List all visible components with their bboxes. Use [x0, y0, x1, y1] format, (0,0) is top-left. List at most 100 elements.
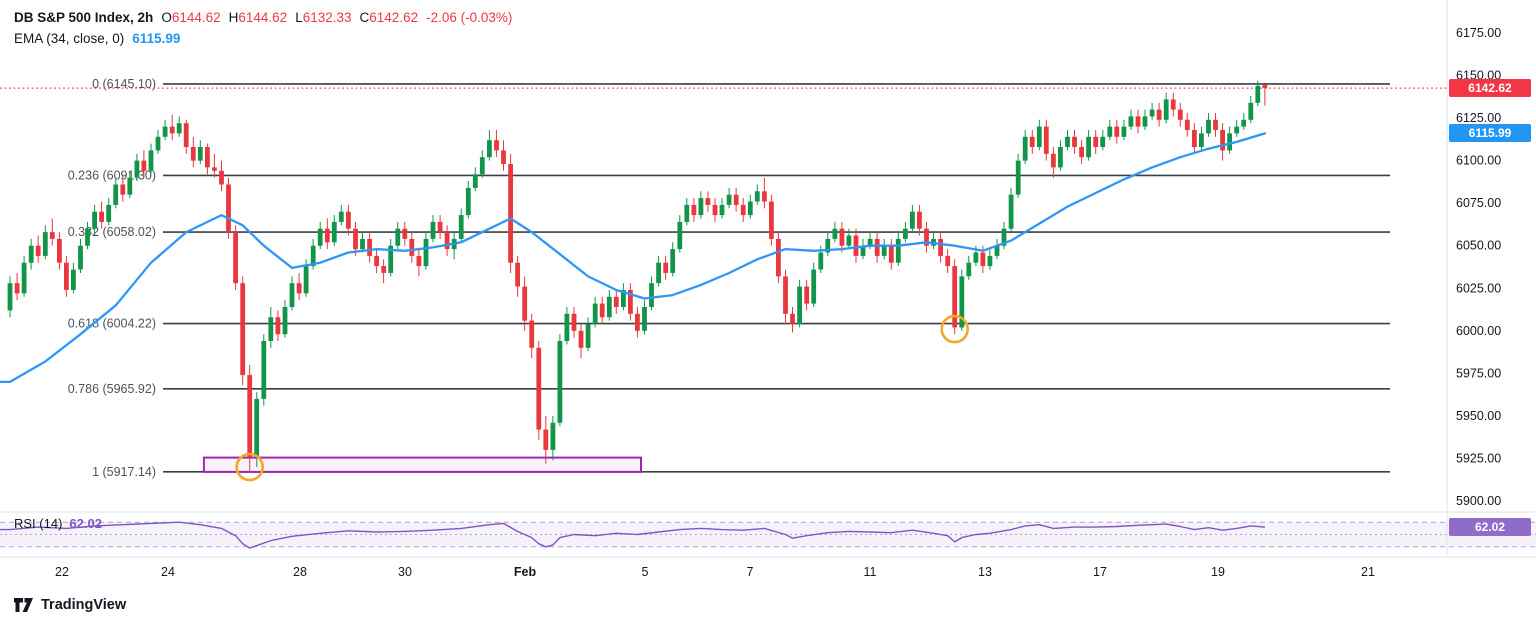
support-zone-box [202, 456, 642, 473]
candle [57, 238, 62, 263]
candle [261, 341, 267, 399]
candle [1128, 116, 1134, 127]
candle [197, 147, 203, 161]
price-axis-label: 6050.00 [1456, 239, 1501, 253]
candle [797, 286, 802, 324]
candle [42, 232, 48, 256]
time-axis-label: 19 [1211, 565, 1225, 579]
legend[interactable]: DB S&P 500 Index, 2h O6144.62 H6144.62 L… [14, 7, 512, 49]
ema-indicator-row[interactable]: EMA (34, close, 0) 6115.99 [14, 28, 512, 49]
candle [430, 221, 436, 239]
candle [120, 184, 126, 195]
candle [649, 283, 654, 307]
candle [99, 211, 104, 222]
candle [240, 283, 246, 376]
candle [1262, 84, 1268, 89]
candle [71, 269, 76, 290]
candle [1220, 130, 1225, 151]
rsi-badge[interactable]: 62.02 [1449, 518, 1531, 537]
candle [860, 245, 866, 256]
time-axis-label: Feb [514, 565, 537, 579]
candle [1213, 119, 1218, 130]
candle [853, 235, 859, 256]
time-axis-label: 13 [978, 565, 992, 579]
candle [1107, 126, 1113, 137]
candle [832, 228, 838, 239]
candle [423, 238, 429, 267]
candle [212, 167, 217, 171]
candle [35, 245, 41, 256]
candle [155, 136, 161, 151]
candle [367, 238, 372, 256]
candle [508, 164, 513, 263]
candle [783, 276, 788, 314]
candle [628, 290, 633, 314]
candle [917, 211, 922, 229]
price-axis-label: 6075.00 [1456, 196, 1501, 210]
highlight-circle [235, 452, 264, 482]
candle [790, 313, 795, 324]
candle [296, 283, 302, 294]
candle [881, 245, 887, 256]
candle [536, 347, 542, 430]
symbol-title[interactable]: DB S&P 500 Index, 2h [14, 10, 154, 25]
candle [698, 198, 704, 216]
tradingview-logo-icon[interactable] [13, 597, 35, 613]
fib-label: 0.618 (6004.22) [68, 317, 156, 331]
candle [550, 422, 556, 450]
candle [592, 303, 598, 324]
candle [487, 140, 492, 158]
candle [374, 255, 379, 267]
candle [888, 245, 894, 263]
price-axis-label: 5975.00 [1456, 366, 1501, 380]
candle [219, 170, 224, 185]
candle [226, 184, 231, 233]
price-axis-label: 6025.00 [1456, 281, 1501, 295]
fib-label: 0.786 (5965.92) [68, 382, 156, 396]
rsi-indicator-row[interactable]: RSI (14) 62.02 [14, 516, 102, 531]
candle [733, 194, 739, 205]
candle [254, 398, 260, 457]
candle [1093, 136, 1099, 147]
candle [388, 245, 394, 273]
candle [613, 296, 619, 307]
candle [1149, 109, 1155, 117]
candle [49, 232, 55, 239]
time-axis-label: 21 [1361, 565, 1375, 579]
rsi-indicator-label: RSI (14) [14, 516, 63, 531]
time-axis-label: 17 [1093, 565, 1107, 579]
candle [656, 262, 661, 284]
candle [331, 221, 337, 243]
candle [275, 317, 281, 335]
candle [762, 191, 767, 202]
candle [564, 313, 570, 341]
ema-line [0, 132, 1267, 384]
candle [1065, 136, 1070, 147]
candle [910, 211, 915, 229]
candle [317, 228, 323, 246]
candle [599, 303, 605, 318]
candle [677, 221, 683, 250]
candle [437, 221, 443, 233]
price-axis-label: 5900.00 [1456, 494, 1501, 508]
candle [183, 123, 189, 147]
candle [303, 266, 309, 294]
candle [346, 211, 351, 229]
candle [973, 252, 979, 263]
time-axis-label: 5 [642, 565, 649, 579]
candle [381, 266, 387, 273]
ema-badge[interactable]: 6115.99 [1449, 124, 1531, 143]
brand-name[interactable]: TradingView [41, 597, 127, 613]
candle [416, 255, 422, 267]
candle [945, 255, 951, 267]
fib-label: 0.236 (6091.30) [68, 168, 156, 182]
candle [987, 255, 993, 267]
candle [458, 215, 464, 239]
candle [444, 232, 450, 250]
candle [543, 429, 549, 450]
price-badge[interactable]: 6142.62 [1449, 79, 1531, 98]
candle [465, 187, 471, 216]
candle [1199, 133, 1204, 147]
candle [324, 228, 330, 243]
